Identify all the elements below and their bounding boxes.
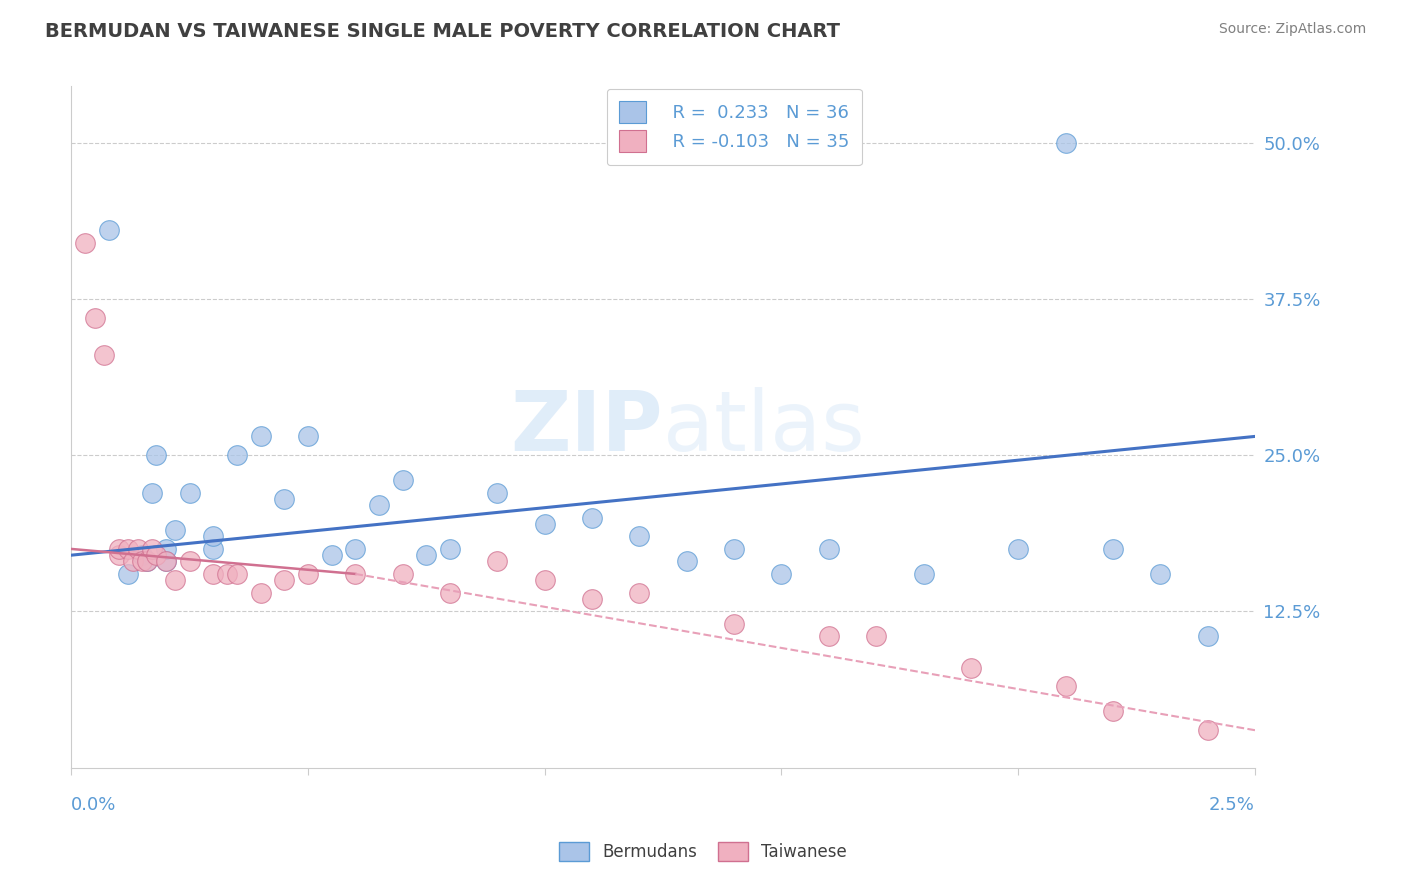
- Legend: Bermudans, Taiwanese: Bermudans, Taiwanese: [553, 835, 853, 868]
- Point: [723, 541, 745, 556]
- Point: [107, 541, 129, 556]
- Point: [297, 429, 319, 443]
- Point: [145, 548, 167, 562]
- Point: [391, 566, 413, 581]
- Y-axis label: Single Male Poverty: Single Male Poverty: [0, 351, 7, 502]
- Point: [98, 223, 121, 237]
- Point: [1007, 541, 1029, 556]
- Point: [486, 485, 509, 500]
- Text: atlas: atlas: [664, 386, 865, 467]
- Text: BERMUDAN VS TAIWANESE SINGLE MALE POVERTY CORRELATION CHART: BERMUDAN VS TAIWANESE SINGLE MALE POVERT…: [45, 22, 839, 41]
- Point: [344, 566, 367, 581]
- Point: [1197, 723, 1219, 738]
- Point: [226, 566, 249, 581]
- Text: ZIP: ZIP: [510, 386, 664, 467]
- Point: [675, 554, 697, 568]
- Point: [179, 485, 201, 500]
- Point: [145, 448, 167, 462]
- Point: [818, 630, 841, 644]
- Point: [155, 554, 177, 568]
- Point: [155, 554, 177, 568]
- Point: [770, 566, 793, 581]
- Point: [93, 348, 115, 362]
- Text: Source: ZipAtlas.com: Source: ZipAtlas.com: [1219, 22, 1367, 37]
- Point: [1054, 136, 1077, 150]
- Point: [628, 585, 651, 599]
- Point: [75, 235, 97, 250]
- Point: [533, 516, 555, 531]
- Point: [127, 541, 149, 556]
- Point: [273, 573, 295, 587]
- Point: [723, 616, 745, 631]
- Point: [217, 566, 239, 581]
- Point: [1149, 566, 1171, 581]
- Point: [202, 529, 225, 543]
- Point: [297, 566, 319, 581]
- Point: [344, 541, 367, 556]
- Point: [121, 554, 143, 568]
- Point: [136, 554, 159, 568]
- Point: [202, 566, 225, 581]
- Point: [117, 566, 139, 581]
- Point: [141, 485, 163, 500]
- Point: [818, 541, 841, 556]
- Point: [136, 554, 159, 568]
- Point: [581, 510, 603, 524]
- Point: [165, 523, 187, 537]
- Point: [1197, 630, 1219, 644]
- Point: [1102, 705, 1125, 719]
- Point: [141, 541, 163, 556]
- Point: [249, 429, 271, 443]
- Point: [155, 541, 177, 556]
- Point: [131, 548, 153, 562]
- Text: 2.5%: 2.5%: [1209, 797, 1256, 814]
- Point: [117, 541, 139, 556]
- Point: [960, 661, 983, 675]
- Point: [581, 591, 603, 606]
- Point: [439, 541, 461, 556]
- Point: [107, 548, 129, 562]
- Point: [202, 541, 225, 556]
- Point: [439, 585, 461, 599]
- Point: [865, 630, 887, 644]
- Point: [273, 491, 295, 506]
- Legend:   R =  0.233   N = 36,   R = -0.103   N = 35: R = 0.233 N = 36, R = -0.103 N = 35: [606, 88, 862, 165]
- Point: [533, 573, 555, 587]
- Point: [1054, 680, 1077, 694]
- Point: [415, 548, 437, 562]
- Point: [226, 448, 249, 462]
- Point: [912, 566, 935, 581]
- Point: [368, 498, 391, 512]
- Point: [1102, 541, 1125, 556]
- Point: [84, 310, 107, 325]
- Point: [179, 554, 201, 568]
- Point: [165, 573, 187, 587]
- Point: [628, 529, 651, 543]
- Point: [131, 554, 153, 568]
- Point: [249, 585, 271, 599]
- Point: [391, 473, 413, 487]
- Text: 0.0%: 0.0%: [72, 797, 117, 814]
- Point: [486, 554, 509, 568]
- Point: [321, 548, 343, 562]
